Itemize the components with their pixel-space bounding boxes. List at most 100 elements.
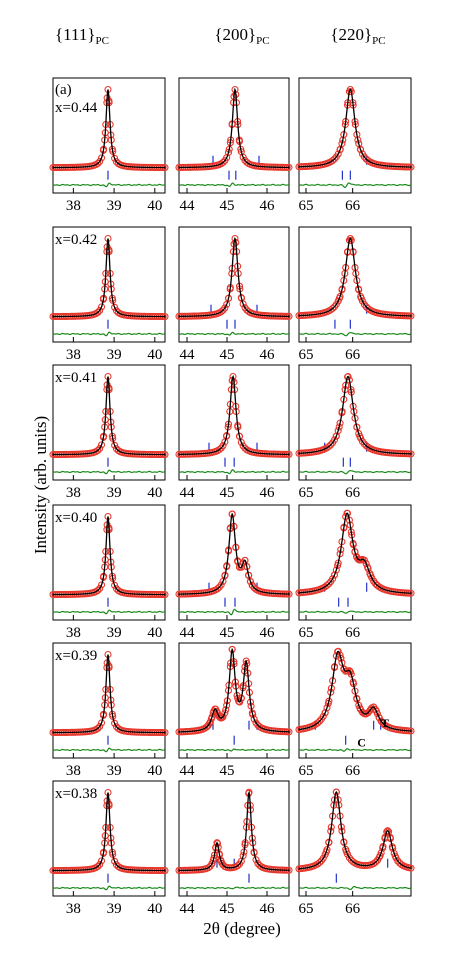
observed-point	[329, 304, 337, 313]
observed-point	[97, 857, 106, 865]
observed-point	[111, 154, 119, 162]
panel-frame	[52, 780, 166, 897]
observed-point	[111, 441, 119, 449]
observed-point	[97, 441, 106, 449]
calculated-curve	[178, 790, 290, 872]
row-label: x=0.38	[55, 786, 97, 802]
observed-point	[228, 510, 236, 518]
panel-frame	[178, 642, 290, 759]
x-tick-label: 40	[147, 625, 162, 641]
x-tick-label: 66	[345, 901, 361, 917]
difference-curve	[298, 332, 412, 337]
x-tick-label: 38	[66, 485, 81, 501]
observed-point	[357, 294, 365, 302]
observed-point	[97, 303, 106, 311]
panel-frame	[52, 226, 166, 343]
x-tick-label: 38	[66, 347, 81, 363]
x-tick-label: 66	[345, 625, 361, 641]
observed-point	[325, 442, 333, 451]
observed-point	[389, 844, 397, 852]
observed-point	[219, 442, 227, 450]
x-tick-label: 44	[180, 485, 196, 501]
x-axis-label: 2θ (degree)	[203, 919, 281, 938]
x-tick-label: 45	[220, 347, 235, 363]
observed-point	[223, 300, 231, 308]
calculated-curve	[52, 792, 166, 872]
observed-point	[319, 712, 327, 720]
panel-frame	[298, 77, 412, 194]
calculated-curve	[298, 791, 412, 870]
observed-point	[314, 719, 322, 727]
observed-point	[206, 719, 214, 727]
x-tick-label: 45	[220, 198, 235, 214]
panel-r4-c0: 38 39 40 x=0.39	[49, 642, 169, 779]
observed-point	[379, 844, 387, 852]
x-tick-label: 65	[299, 901, 314, 917]
panel-frame	[178, 226, 290, 343]
x-tick-label: 39	[107, 901, 122, 917]
observed-point	[96, 860, 104, 869]
x-tick-label: 39	[107, 763, 122, 779]
panel-frame	[298, 226, 412, 343]
observed-point	[249, 710, 257, 719]
observed-point	[250, 715, 258, 723]
x-tick-label: 46	[260, 198, 276, 214]
panel-frame	[52, 364, 166, 481]
observed-point	[356, 145, 364, 153]
difference-curve	[298, 885, 412, 891]
x-tick-label: 66	[345, 198, 361, 214]
observed-point	[325, 580, 333, 588]
observed-point	[338, 659, 346, 667]
observed-point	[256, 861, 264, 870]
x-tick-label: 46	[260, 901, 276, 917]
difference-curve	[178, 748, 290, 752]
observed-point	[346, 234, 354, 243]
observed-point	[363, 563, 372, 571]
x-tick-label: 44	[180, 198, 196, 214]
x-tick-label: 65	[299, 763, 314, 779]
row-label: x=0.44	[55, 100, 98, 116]
x-tick-label: 44	[180, 763, 196, 779]
observed-point	[221, 304, 229, 312]
x-tick-label: 45	[220, 625, 235, 641]
calculated-curve	[52, 376, 166, 456]
difference-curve	[178, 886, 290, 890]
difference-curve	[178, 182, 290, 187]
x-tick-label: 46	[260, 625, 276, 641]
column-header-111: {111}PC	[55, 25, 109, 47]
observed-point	[351, 548, 359, 556]
observed-point	[241, 556, 249, 564]
observed-point	[343, 509, 351, 517]
observed-point	[327, 441, 335, 449]
row-label: x=0.41	[55, 370, 97, 386]
observed-point	[221, 571, 229, 579]
x-tick-label: 45	[220, 763, 235, 779]
observed-point	[234, 862, 242, 870]
calculated-curve	[298, 88, 412, 168]
column-header-200: {200}PC	[214, 25, 269, 47]
calculated-curve	[298, 512, 412, 594]
observed-point	[219, 306, 227, 314]
row-label: x=0.39	[55, 648, 97, 664]
panel-frame	[52, 504, 166, 621]
observed-point	[219, 158, 227, 167]
observed-point	[342, 847, 350, 856]
observed-point	[337, 654, 345, 662]
observed-point	[97, 719, 106, 727]
observed-point	[217, 856, 225, 864]
observed-point	[236, 698, 244, 706]
panel-frame	[178, 504, 290, 621]
column-headers: {111}PC {200}PC {220}PC	[55, 25, 386, 47]
panel-r1-c1: 44 45 46	[175, 226, 293, 363]
panel-frame	[178, 364, 290, 481]
difference-curve	[52, 469, 165, 475]
difference-curve	[178, 331, 290, 336]
observed-point	[360, 153, 368, 161]
observed-point	[356, 432, 364, 440]
panel-frame	[298, 642, 412, 759]
x-tick-label: 65	[299, 625, 314, 641]
observed-point	[215, 712, 223, 720]
observed-point	[319, 854, 327, 862]
x-tick-label: 39	[107, 347, 122, 363]
